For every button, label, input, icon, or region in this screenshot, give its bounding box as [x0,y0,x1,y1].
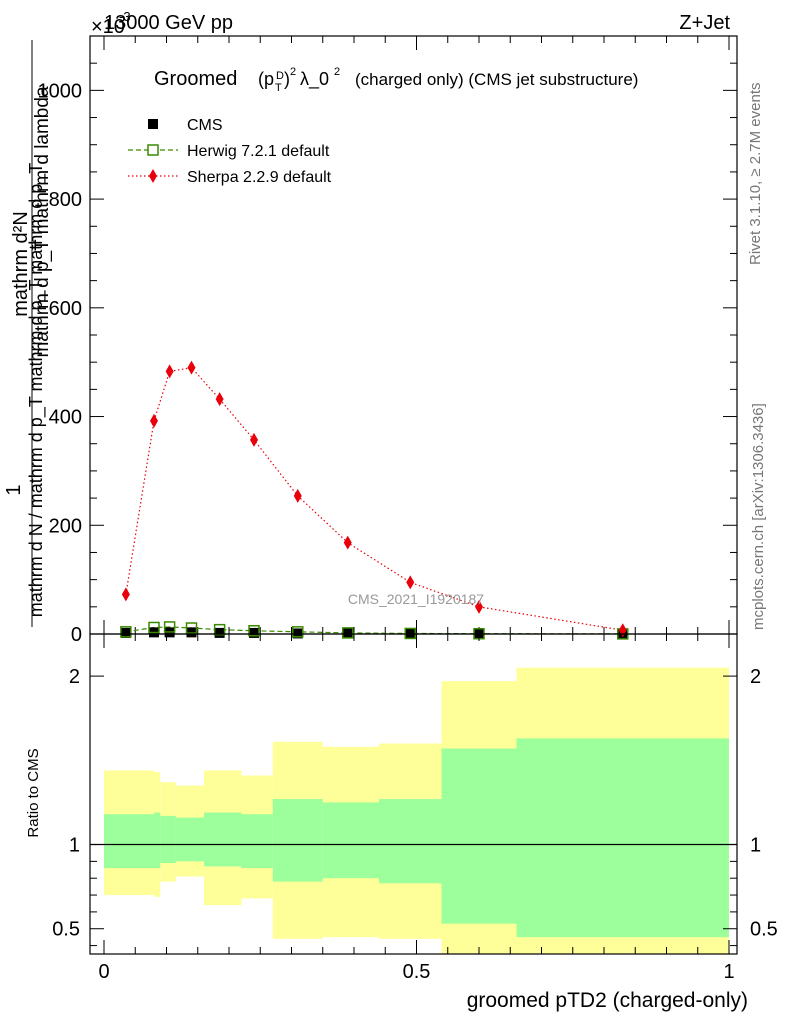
data-point-herwig [292,626,304,638]
ratio-y-tick-label-right: 0.5 [750,919,778,941]
legend-marker-cms [148,119,158,129]
rivet-label: Rivet 3.1.10, ≥ 2.7M events [747,83,764,266]
y-exponent: ×10 -3 [91,9,131,38]
ratio-y-tick-label-right: 2 [750,666,761,688]
legend-marker-herwig [147,144,159,156]
svg-text:2: 2 [290,66,296,78]
legend-label-cms: CMS [187,117,223,134]
data-point-cms [120,627,131,638]
data-point-cms [249,627,259,638]
x-axis-label: groomed pTD2 (charged-only) [467,989,748,1012]
data-point-herwig [248,624,260,637]
y-tick-label: 600 [49,298,82,320]
ratio-y-label: Ratio to CMS [25,748,42,837]
data-point-sherpa [343,535,352,550]
ratio-plot-frame [89,633,738,955]
data-point-herwig [185,622,198,634]
y-label-numerator: mathrm d²N [10,211,32,317]
legend: CMS Herwig 7.2.1 default Sherpa 2.2.9 de… [128,117,332,186]
svg-text:2: 2 [334,66,340,78]
y-tick-label: 1000 [38,80,83,102]
data-point-sherpa [293,488,302,503]
ratio-plot-ticks: 0.5 0.5 1 1 2 2 0 0.5 1 [52,634,778,983]
band-inner-bin [241,814,273,869]
title-formula: (p D T ) 2 λ_0 2 [258,66,340,94]
ratio-plot: 0.5 0.5 1 1 2 2 0 0.5 1 [52,633,778,983]
y-tick-label: 200 [49,515,82,537]
x-tick-label: 0 [98,961,109,983]
band-inner-bin [322,802,379,879]
y-tick-label: 0 [71,624,82,646]
y-exponent-base: ×10 [91,16,125,38]
y-tick-label: 400 [49,407,82,429]
band-inner-bin [272,799,323,882]
header-energy: 13000 GeV pp [104,12,233,34]
data-point-herwig [342,627,354,639]
series-line-1 [125,626,623,635]
x-tick-label: 0.5 [403,961,431,983]
y-exponent-power: -3 [119,9,131,24]
band-inner-bin [516,738,729,938]
data-point-herwig [120,626,132,638]
data-point-cms [214,627,225,638]
header-process: Z+Jet [679,12,730,34]
data-point-sherpa [187,360,196,375]
legend-label-sherpa: Sherpa 2.2.9 default [187,169,332,186]
y-label-den-top: mathrm d p_T mathrm d lambda [32,86,53,357]
data-point-sherpa [150,413,158,428]
legend-item-sherpa: Sherpa 2.2.9 default [128,169,332,186]
x-tick-label: 1 [723,961,734,983]
band-inner-bin [175,817,204,862]
data-point-sherpa [406,575,415,590]
main-plot: 0 200 400 600 800 1000 CMS_2021_I1920187 Groo… [38,35,738,646]
data-point-sherpa [475,599,483,614]
title-main: Groomed [154,68,237,90]
y-axis-label: mathrm d²N mathrm d p_T mathrm d lambda … [3,40,53,627]
ratio-y-tick-label: 1 [69,835,80,857]
data-point-herwig [163,621,176,633]
legend-item-herwig: Herwig 7.2.1 default [128,143,330,160]
svg-text:): ) [284,69,290,89]
data-point-sherpa [165,364,174,379]
y-label-den-bottom: mathrm d N / mathrm d p_T mathrm d p_T m… [26,163,47,617]
data-point-herwig [148,621,160,634]
chart-title: Groomed (p D T ) 2 λ_0 2 (charged only) … [154,66,638,94]
band-inner-bin [204,812,242,867]
svg-text:T: T [275,82,282,94]
y-label-frac-one: 1 [3,484,25,495]
ratio-band-inner [104,738,729,938]
svg-text:D: D [276,70,284,82]
data-point-sherpa [215,392,224,407]
ratio-y-tick-label-right: 1 [750,835,761,857]
band-inner-bin [441,748,517,924]
ratio-y-tick-label: 2 [69,666,80,688]
y-tick-label: 800 [49,189,82,211]
data-point-sherpa [121,587,130,602]
svg-text:(p: (p [258,69,274,89]
ratio-y-tick-label: 0.5 [52,919,80,941]
legend-label-herwig: Herwig 7.2.1 default [187,143,330,160]
main-plot-ticks: 0 200 400 600 800 1000 [38,35,737,646]
svg-text:λ_0: λ_0 [300,69,329,90]
title-tail: (charged only) (CMS jet substructure) [355,70,638,89]
band-inner-bin [379,799,442,884]
mcplots-label: mcplots.cern.ch [arXiv:1306.3436] [750,403,767,630]
watermark: CMS_2021_I1920187 [348,591,484,607]
data-point-sherpa [250,432,258,447]
band-inner-bin [154,812,161,869]
data-point-herwig [213,623,226,636]
band-inner-bin [104,814,154,869]
legend-marker-sherpa [149,169,157,183]
legend-item-cms: CMS [148,117,223,134]
band-inner-bin [160,815,176,864]
